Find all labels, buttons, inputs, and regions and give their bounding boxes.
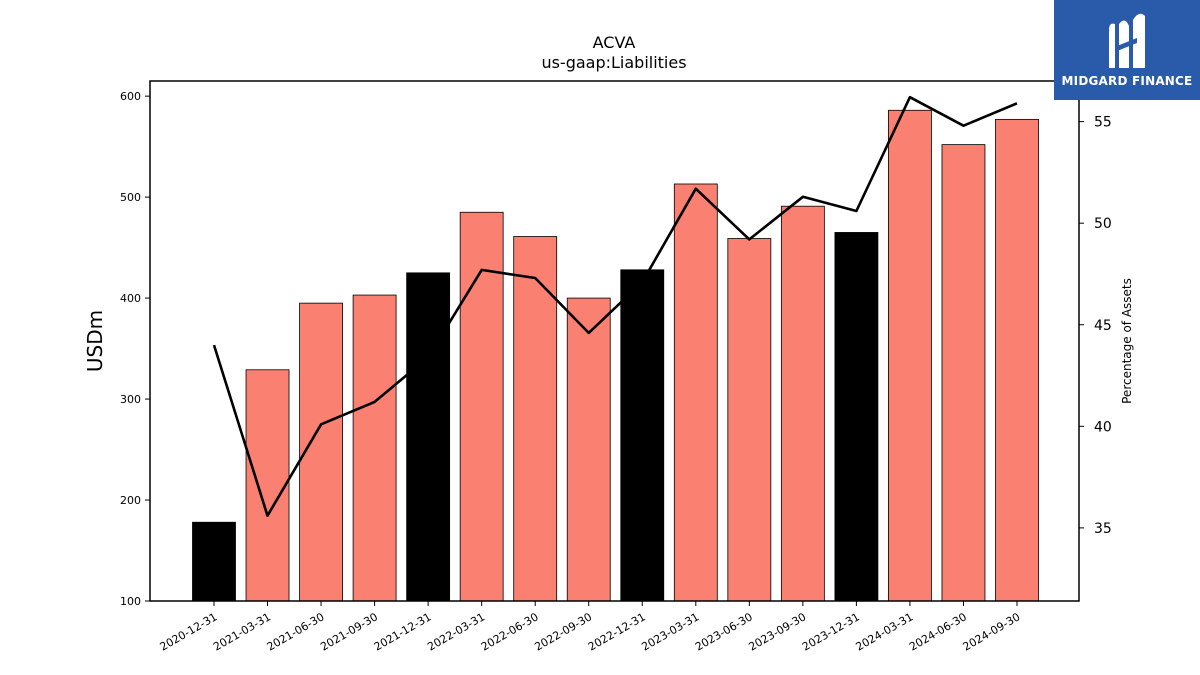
y-right-tick-label: 55 <box>1094 115 1112 131</box>
bar-2021-03-31 <box>245 369 290 602</box>
line-layer <box>212 95 1018 518</box>
x-tick-label: 2024-03-31 <box>854 610 916 653</box>
plot-frame <box>149 80 1080 602</box>
x-tick-label: 2024-09-30 <box>961 610 1023 653</box>
y-tick-label: 500 <box>120 191 141 204</box>
x-tick-label: 2022-12-31 <box>586 610 648 653</box>
x-tick-label: 2022-06-30 <box>479 610 541 653</box>
chart-subtitle: us-gaap:Liabilities <box>541 53 686 72</box>
x-tick-label: 2021-03-31 <box>211 610 273 653</box>
y-right-tick-label: 35 <box>1094 521 1112 537</box>
x-tick-label: 2023-03-31 <box>639 610 701 653</box>
bars <box>192 109 1039 602</box>
logo-text: MIDGARD FINANCE <box>1061 74 1193 88</box>
bar-2023-03-31 <box>673 183 718 602</box>
x-tick-label: 2023-12-31 <box>800 610 862 653</box>
y-tick-label: 600 <box>120 90 141 103</box>
bar-2023-09-30 <box>780 205 825 602</box>
y-right-tick-label: 50 <box>1094 216 1112 232</box>
bar-2024-06-30 <box>941 144 986 602</box>
chart-title: ACVA <box>593 33 636 52</box>
bar-2021-06-30 <box>299 302 343 602</box>
brand-logo: MIDGARD FINANCE <box>1054 0 1200 100</box>
y-axis-left: 100 200 300 400 500 600 <box>120 90 150 608</box>
x-tick-label: 2021-09-30 <box>318 610 380 653</box>
y-tick-label: 300 <box>120 393 141 406</box>
y-axis-right: 35 40 45 50 55 <box>1079 115 1112 537</box>
bar-2021-12-31 <box>406 272 451 602</box>
bar-2023-12-31 <box>834 232 879 602</box>
x-tick-label: 2021-06-30 <box>265 610 327 653</box>
x-tick-label: 2021-12-31 <box>372 610 434 653</box>
x-tick-label: 2024-06-30 <box>907 610 969 653</box>
x-tick-label: 2022-03-31 <box>425 610 487 653</box>
x-tick-label: 2022-09-30 <box>532 610 594 653</box>
x-tick-label: 2023-06-30 <box>693 610 755 653</box>
y-tick-label: 200 <box>120 494 141 507</box>
y-right-tick-label: 45 <box>1094 318 1112 334</box>
bar-2022-06-30 <box>513 236 558 602</box>
bar-2023-06-30 <box>727 238 772 602</box>
y-tick-label: 100 <box>120 595 141 608</box>
bar-2024-09-30 <box>995 118 1039 602</box>
x-tick-label: 2020-12-31 <box>158 610 220 653</box>
y-axis-label: USDm <box>83 310 107 372</box>
bar-2022-12-31 <box>620 269 665 602</box>
bar-2022-03-31 <box>459 211 504 602</box>
y-tick-label: 400 <box>120 292 141 305</box>
y-axis-right-label: Percentage of Assets <box>1120 278 1134 404</box>
x-tick-label: 2023-09-30 <box>746 610 808 653</box>
y-right-tick-label: 40 <box>1094 419 1112 435</box>
bar-2020-12-31 <box>192 521 236 602</box>
x-axis: 2020-12-312021-03-312021-06-302021-09-30… <box>158 601 1023 654</box>
logo-mark-icon <box>1109 13 1145 69</box>
bar-2022-09-30 <box>566 297 611 602</box>
percentage-line <box>212 95 1018 518</box>
bar-2021-09-30 <box>352 294 397 602</box>
bar-2024-03-31 <box>888 109 932 602</box>
